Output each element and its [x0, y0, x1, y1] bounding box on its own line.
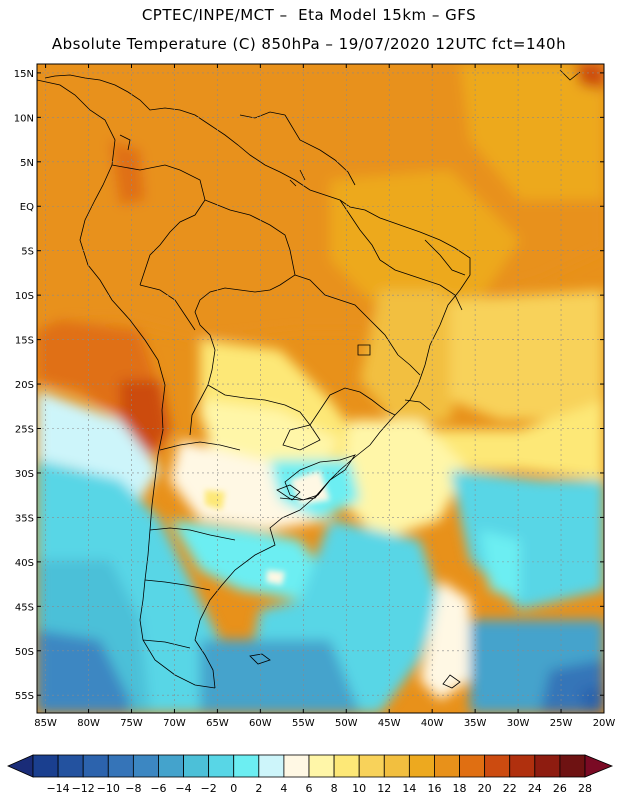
- lon-label: 75W: [120, 718, 143, 729]
- temperature-field: [37, 64, 604, 713]
- colorbar-swatch: [208, 754, 235, 778]
- lat-label: 20S: [15, 380, 34, 391]
- country-borders: [37, 69, 581, 689]
- colorbar-swatch: [283, 754, 310, 778]
- latitude-labels: 15N 10N 5N EQ 5S 10S 15S 20S 25S 30S 35S 40S 45S 50S 5…: [14, 69, 34, 702]
- lat-label: 40S: [15, 558, 34, 569]
- colorbar-over-arrow: [584, 754, 614, 778]
- colorbar-swatch: [509, 754, 536, 778]
- colorbar-label: 18: [453, 782, 467, 795]
- axis-ticks: [37, 64, 605, 713]
- colorbar-swatch: [308, 754, 335, 778]
- map-title-line-2: Absolute Temperature (C) 850hPa – 19/07/…: [51, 35, 567, 53]
- colorbar-label: −10: [97, 782, 120, 795]
- colorbar-label: 14: [402, 782, 416, 795]
- lon-label: 30W: [507, 718, 530, 729]
- colorbar-swatch: [258, 754, 285, 778]
- lon-label: 65W: [206, 718, 229, 729]
- colorbar-label: 8: [331, 782, 338, 795]
- colorbar-label: −14: [46, 782, 69, 795]
- colorbar-label: 20: [478, 782, 492, 795]
- colorbar: −14 −12 −10 −8 −6 −4 −2 0 2 4 6 8 10 12 14 16 18 20 22 24 26…: [7, 754, 614, 795]
- colorbar-swatch: [434, 754, 460, 778]
- lat-label: 25S: [15, 425, 34, 436]
- longitude-labels: 85W 80W 75W 70W 65W 60W 55W 50W 45W 40W 35W 30W 25W 2…: [34, 718, 615, 729]
- colorbar-swatch: [484, 754, 511, 778]
- colorbar-label: 12: [377, 782, 391, 795]
- lon-label: 45W: [378, 718, 401, 729]
- colorbar-label: −4: [175, 782, 191, 795]
- colorbar-swatch: [82, 754, 109, 778]
- colorbar-label: 24: [528, 782, 542, 795]
- lon-label: 20W: [593, 718, 616, 729]
- lon-label: 40W: [421, 718, 444, 729]
- colorbar-label: 26: [553, 782, 567, 795]
- colorbar-label: 10: [352, 782, 366, 795]
- map-frame: [36, 63, 605, 714]
- lon-label: 55W: [292, 718, 315, 729]
- colorbar-label: 6: [306, 782, 313, 795]
- lat-label: 10S: [15, 291, 34, 302]
- colorbar-label: 0: [230, 782, 237, 795]
- lat-label: 15S: [15, 336, 34, 347]
- colorbar-swatch: [57, 754, 84, 778]
- colorbar-label: −12: [72, 782, 95, 795]
- lat-label: 55S: [15, 691, 34, 702]
- colorbar-swatch: [333, 754, 360, 778]
- lat-label: 35S: [15, 513, 34, 524]
- colorbar-label: 16: [427, 782, 441, 795]
- lat-label: 15N: [14, 69, 34, 80]
- lon-label: 80W: [77, 718, 100, 729]
- lat-label: 5S: [21, 247, 34, 258]
- colorbar-under-arrow: [7, 754, 34, 778]
- lon-label: 60W: [249, 718, 272, 729]
- lon-label: 85W: [34, 718, 57, 729]
- lat-label: 45S: [15, 602, 34, 613]
- lat-label: EQ: [20, 202, 34, 213]
- colorbar-swatch: [107, 754, 134, 778]
- colorbar-swatch: [358, 754, 385, 778]
- colorbar-swatch: [132, 754, 159, 778]
- colorbar-label: 28: [578, 782, 592, 795]
- lon-label: 70W: [163, 718, 186, 729]
- colorbar-swatch: [233, 754, 260, 778]
- lat-label: 50S: [15, 647, 34, 658]
- colorbar-label: −8: [125, 782, 141, 795]
- colorbar-swatch: [459, 754, 486, 778]
- colorbar-swatch: [32, 754, 59, 778]
- colorbar-label: 4: [280, 782, 287, 795]
- colorbar-label: −6: [150, 782, 166, 795]
- colorbar-label: 2: [255, 782, 262, 795]
- lon-label: 25W: [550, 718, 573, 729]
- colorbar-swatch: [534, 754, 561, 778]
- colorbar-label: 22: [503, 782, 517, 795]
- colorbar-swatch: [383, 754, 410, 778]
- lon-label: 50W: [335, 718, 358, 729]
- colorbar-label: −2: [201, 782, 217, 795]
- lat-label: 30S: [15, 469, 34, 480]
- colorbar-swatch: [183, 754, 210, 778]
- colorbar-swatch: [559, 754, 586, 778]
- colorbar-swatch: [158, 754, 184, 778]
- colorbar-swatch: [408, 754, 435, 778]
- lat-label: 5N: [20, 158, 34, 169]
- map-title-line-1: CPTEC/INPE/MCT – Eta Model 15km – GFS: [141, 6, 477, 24]
- lat-label: 10N: [14, 113, 34, 124]
- lon-label: 35W: [464, 718, 487, 729]
